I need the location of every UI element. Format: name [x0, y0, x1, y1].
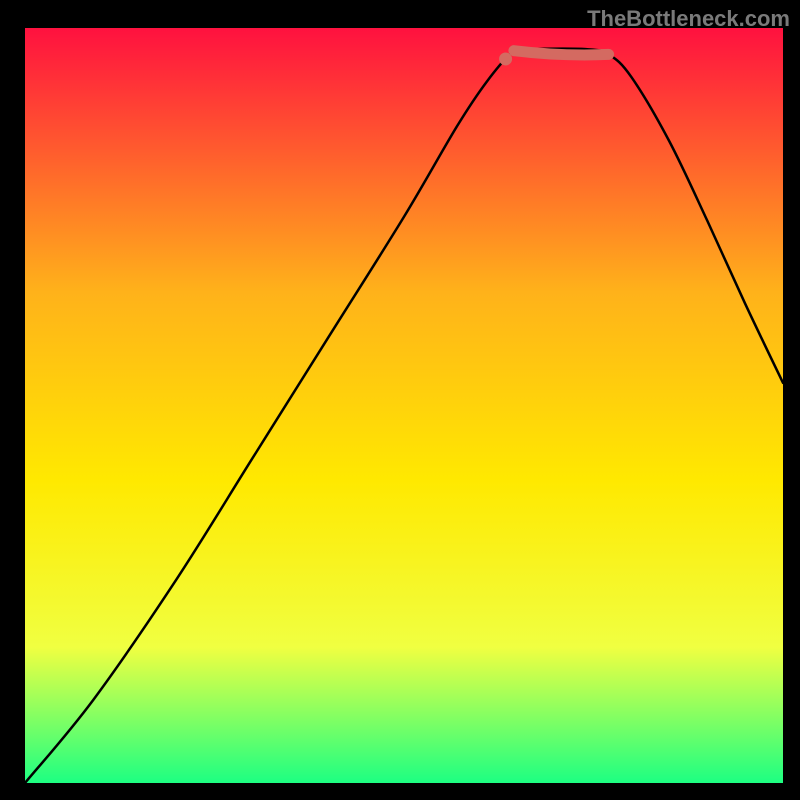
chart-svg	[25, 28, 783, 783]
plot-area	[25, 28, 783, 783]
chart-container: TheBottleneck.com	[0, 0, 800, 800]
vertex-marker	[499, 52, 512, 65]
watermark-text: TheBottleneck.com	[587, 6, 790, 32]
flat-segment	[514, 51, 609, 55]
curve-line	[25, 48, 783, 783]
